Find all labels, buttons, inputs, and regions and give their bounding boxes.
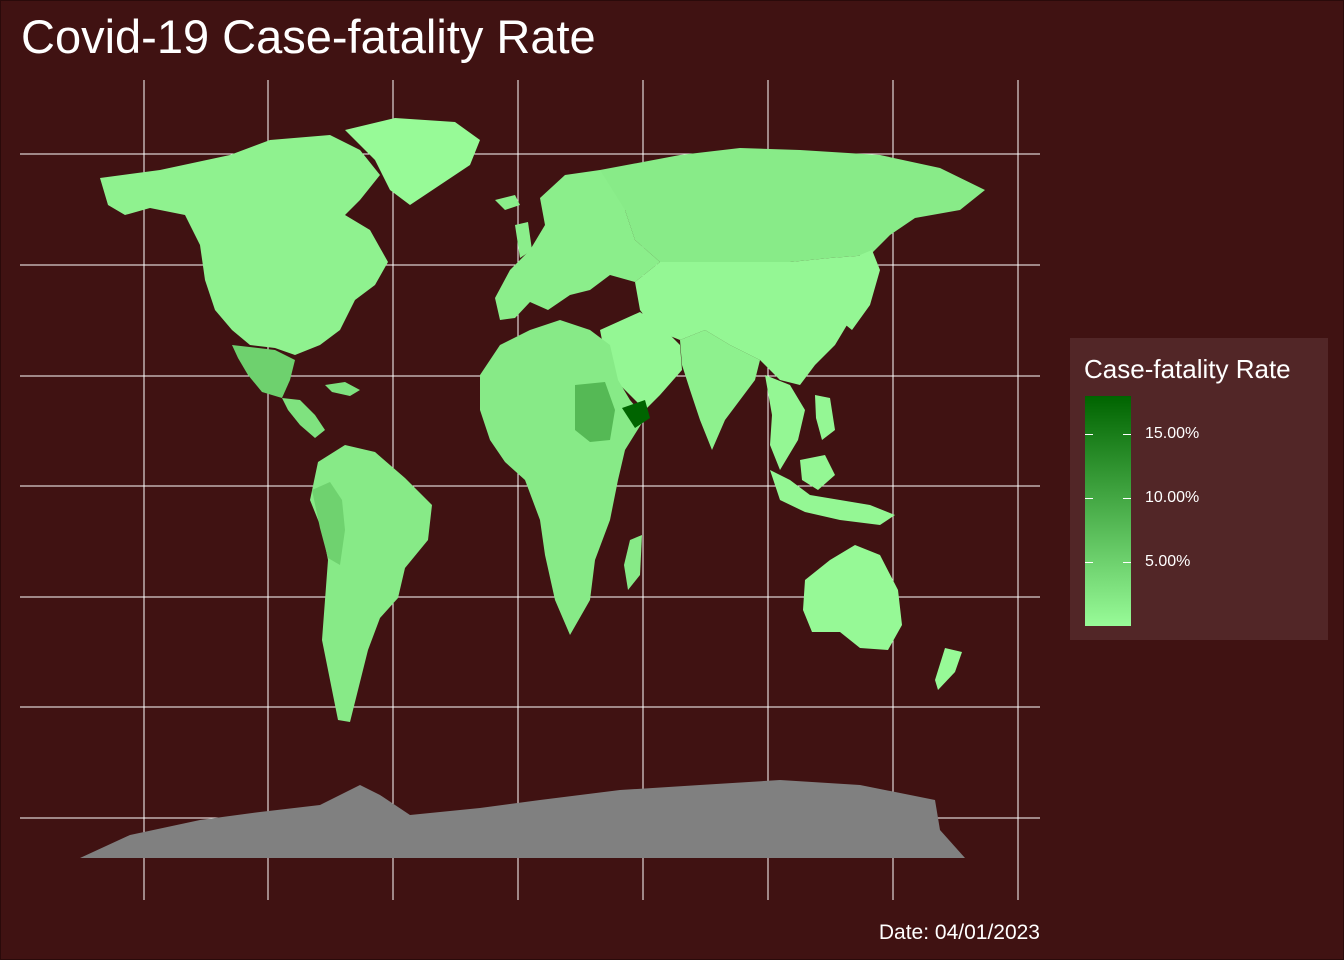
region-north-america[interactable]	[100, 135, 388, 355]
date-caption: Date: 04/01/2023	[878, 921, 1040, 944]
legend-title: Case-fatality Rate	[1084, 354, 1291, 384]
region-antarctica[interactable]	[80, 780, 965, 858]
region-australia[interactable]	[803, 545, 902, 650]
region-uk[interactable]	[515, 222, 532, 258]
region-russia[interactable]	[600, 148, 985, 268]
region-yemen[interactable]	[622, 400, 650, 428]
map-title: Covid-19 Case-fatality Rate	[21, 10, 596, 63]
region-asia[interactable]	[635, 255, 870, 385]
region-new-zealand[interactable]	[935, 648, 962, 690]
region-southeast-asia[interactable]	[765, 375, 805, 470]
legend-tick-label: 5.00%	[1145, 553, 1191, 571]
region-mexico[interactable]	[232, 345, 295, 398]
region-greenland[interactable]	[345, 118, 480, 205]
region-central-america[interactable]	[282, 398, 325, 438]
region-japan[interactable]	[842, 250, 880, 330]
region-sudan[interactable]	[575, 382, 615, 442]
legend: Case-fatality Rate 15.00% 10.00% 5.00%	[1070, 338, 1328, 640]
legend-color-bar	[1085, 396, 1131, 626]
region-europe[interactable]	[495, 170, 660, 320]
legend-tick-label: 10.00%	[1145, 489, 1200, 507]
region-borneo[interactable]	[800, 455, 835, 490]
legend-tick-label: 15.00%	[1145, 425, 1200, 443]
region-madagascar[interactable]	[624, 535, 642, 590]
region-india[interactable]	[680, 330, 760, 450]
region-iceland[interactable]	[495, 195, 520, 210]
region-philippines[interactable]	[815, 395, 835, 440]
region-indonesia[interactable]	[770, 470, 895, 525]
region-caribbean[interactable]	[325, 382, 360, 396]
region-peru[interactable]	[312, 482, 345, 565]
land-layer	[80, 118, 985, 858]
